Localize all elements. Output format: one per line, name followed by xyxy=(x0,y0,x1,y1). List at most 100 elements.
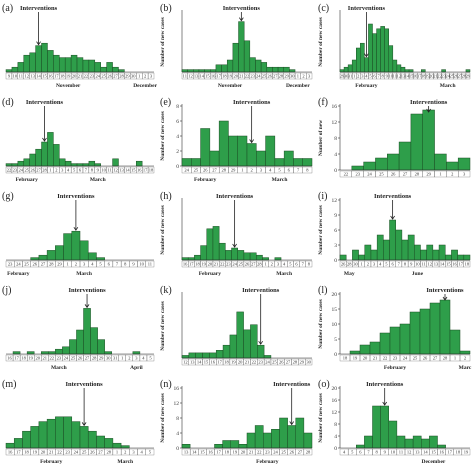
x-tick-label: 11 xyxy=(399,450,403,455)
y-tick-label: 2 xyxy=(176,149,179,155)
x-tick-label: 26 xyxy=(203,168,208,173)
x-tick-label: 19 xyxy=(66,74,71,79)
x-tick-label: 16 xyxy=(8,450,13,455)
bar xyxy=(380,26,385,73)
x-tick-label: 25 xyxy=(194,168,199,173)
bar xyxy=(437,444,446,449)
bar xyxy=(112,442,122,449)
x-tick-label: 10 xyxy=(415,262,420,267)
x-tick-label: 28 xyxy=(42,168,47,173)
bar xyxy=(87,430,97,449)
x-tick-label: 13 xyxy=(415,450,420,455)
panel-label: (m) xyxy=(2,379,16,390)
x-tick-label: 22 xyxy=(84,74,89,79)
y-tick-label: 3 xyxy=(334,243,337,249)
x-tick-label: 14 xyxy=(192,450,197,455)
x-tick-label: 29 xyxy=(231,168,236,173)
x-tick-box xyxy=(305,260,313,268)
bar xyxy=(231,247,238,261)
bar xyxy=(395,229,403,261)
month-label: March xyxy=(76,271,92,277)
x-tick-label: 27 xyxy=(458,74,463,79)
bar xyxy=(55,416,64,449)
bar xyxy=(46,250,56,261)
bar xyxy=(250,324,258,359)
interventions-label: Interventions xyxy=(273,381,311,388)
x-tick-label: 23 xyxy=(250,74,255,79)
x-tick-label: 24 xyxy=(403,356,408,361)
y-tick-label: 16 xyxy=(332,398,338,404)
x-tick-label: 9 xyxy=(132,262,135,267)
x-tick-label: 15 xyxy=(131,168,136,173)
month-label: December xyxy=(422,459,446,465)
x-tick-label: 18 xyxy=(24,450,29,455)
bar xyxy=(349,350,361,355)
bar xyxy=(302,158,313,167)
bar xyxy=(274,158,285,167)
y-tick-label: 16 xyxy=(332,104,338,110)
x-tick-label: 23 xyxy=(226,262,231,267)
panel-label: (l) xyxy=(318,285,327,296)
x-tick-label: 19 xyxy=(33,450,38,455)
bar xyxy=(351,59,357,73)
y-tick-label: 8 xyxy=(334,136,337,142)
month-label: March xyxy=(90,177,106,183)
x-tick-box xyxy=(463,260,471,268)
chart-panel: (m)16 17 18 19 20 21 22 23 24 25 26 27 28 1 2 3 4 5Februa… xyxy=(2,379,155,465)
month-label: February xyxy=(7,271,30,277)
bar xyxy=(256,150,266,167)
x-tick-label: 10 xyxy=(391,450,396,455)
bar xyxy=(260,62,268,73)
bar xyxy=(23,54,30,73)
x-tick-label: 13 xyxy=(194,74,199,79)
bar xyxy=(419,308,431,355)
x-tick-label: 30 xyxy=(290,74,295,79)
panel-label: (a) xyxy=(2,3,13,14)
bar xyxy=(368,23,373,73)
x-tick-label: 8 xyxy=(375,450,378,455)
x-tick-label: 27 xyxy=(433,356,438,361)
x-tick-label: 28 xyxy=(279,74,284,79)
bar xyxy=(243,329,251,359)
panel-label: (d) xyxy=(2,97,14,108)
bar xyxy=(5,163,13,167)
x-tick-label: 20 xyxy=(429,74,434,79)
x-tick-label: 26 xyxy=(33,262,38,267)
bar xyxy=(55,348,63,355)
month-label: February xyxy=(355,83,378,89)
x-tick-label: 23 xyxy=(393,356,398,361)
x-tick-label: 26 xyxy=(90,450,95,455)
interventions-label: Interventions xyxy=(233,99,271,106)
x-tick-label: 22 xyxy=(245,74,250,79)
bar xyxy=(30,257,40,261)
x-tick-label: 18 xyxy=(224,360,229,365)
x-tick-label: 15 xyxy=(42,74,47,79)
bar xyxy=(200,245,208,261)
bar xyxy=(193,69,200,73)
bar xyxy=(339,254,347,261)
bar xyxy=(71,230,81,261)
x-tick-label: 9 xyxy=(410,262,413,267)
x-tick-label: 16 xyxy=(137,168,142,173)
bar xyxy=(204,69,211,73)
bar xyxy=(23,158,30,167)
x-tick-label: 19 xyxy=(425,74,430,79)
x-tick-label: 8 xyxy=(306,168,309,173)
bar xyxy=(79,426,89,449)
x-tick-label: 4 xyxy=(283,262,286,267)
bar xyxy=(263,432,272,449)
x-tick-label: 5 xyxy=(99,262,102,267)
x-tick-label: 3 xyxy=(361,74,364,79)
x-tick-label: 16 xyxy=(413,74,418,79)
x-tick-label: 2 xyxy=(271,262,273,267)
bar xyxy=(396,435,406,449)
bar xyxy=(218,242,226,261)
x-tick-label: 24 xyxy=(96,74,101,79)
chart-panel: (k) Number of new cases 12 13 14 15 16 17 18 19 20… xyxy=(160,285,313,366)
bar xyxy=(303,432,313,449)
intervention-arrow-head xyxy=(81,422,87,427)
bar xyxy=(429,435,438,449)
